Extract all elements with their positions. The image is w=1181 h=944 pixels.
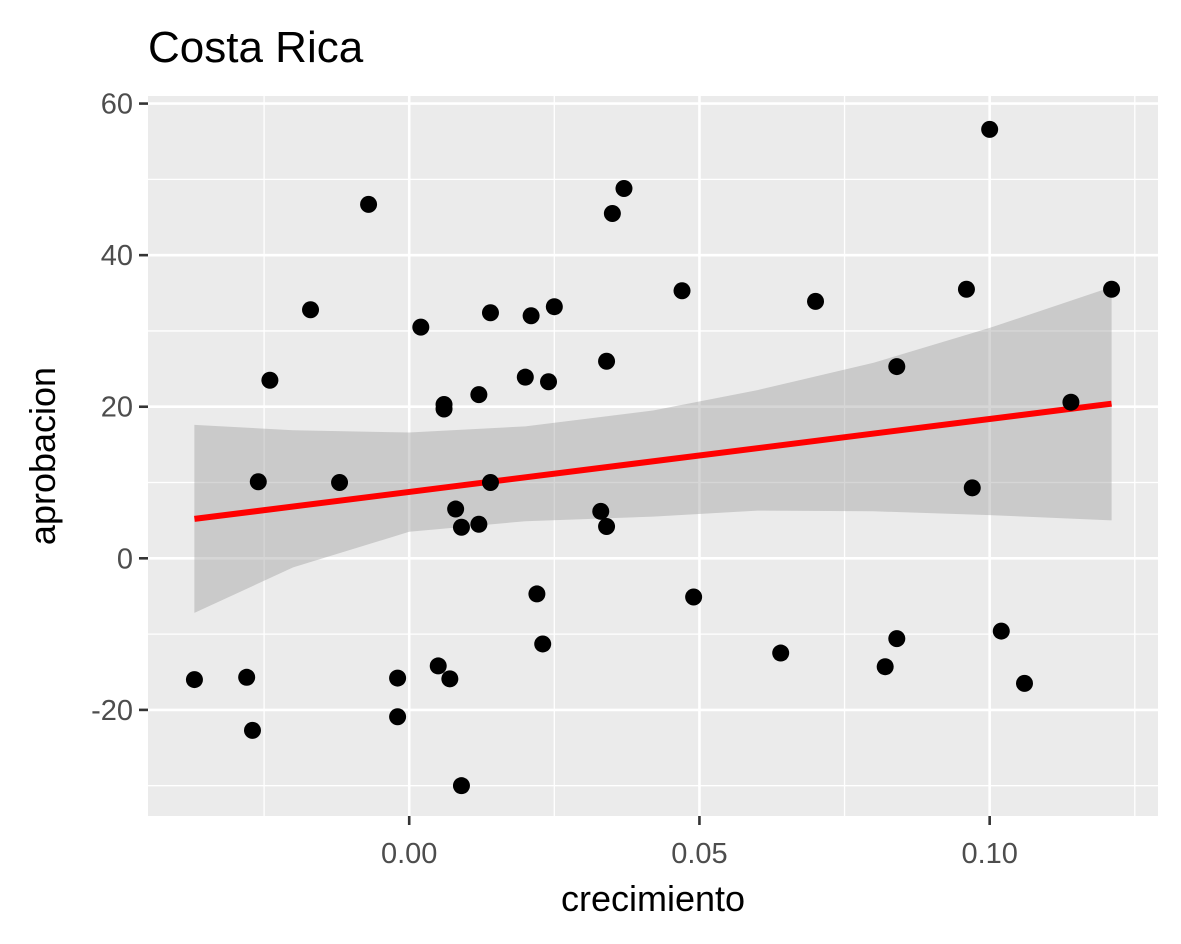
data-point [540, 373, 558, 391]
data-point [603, 204, 621, 222]
data-point [992, 622, 1010, 640]
y-tick-label: 40 [101, 240, 133, 272]
data-point [302, 301, 320, 319]
data-point [331, 474, 349, 492]
data-point [1103, 280, 1121, 298]
data-point [888, 630, 906, 648]
data-points [185, 120, 1121, 795]
y-tick-label: 60 [101, 89, 133, 121]
data-point [516, 368, 534, 386]
data-point [598, 352, 616, 370]
data-point [615, 179, 633, 197]
data-point [534, 635, 552, 653]
data-point [685, 588, 703, 606]
data-point [772, 644, 790, 662]
x-tick-label: 0.00 [381, 838, 437, 870]
data-point [412, 318, 430, 336]
x-tick-label: 0.10 [961, 838, 1017, 870]
y-tick-label: -20 [91, 695, 133, 727]
data-point [435, 400, 453, 418]
data-point [963, 479, 981, 497]
y-tick-label: 20 [101, 392, 133, 424]
data-point [981, 120, 999, 138]
y-tick-label: 0 [117, 543, 133, 575]
x-axis-title: crecimiento [561, 878, 745, 919]
data-point [429, 657, 447, 675]
data-point [360, 195, 378, 213]
data-point [447, 500, 465, 518]
data-point [452, 777, 470, 795]
data-point [807, 292, 825, 310]
data-point [389, 708, 407, 726]
y-axis: -20 0 20 40 60 [91, 89, 148, 727]
data-point [243, 721, 261, 739]
data-point [1015, 674, 1033, 692]
regression-line [194, 400, 1112, 522]
data-point [545, 298, 563, 316]
confidence-band [194, 287, 1112, 613]
x-axis: 0.00 0.05 0.10 [381, 816, 1018, 870]
data-point [238, 668, 256, 686]
data-point [452, 518, 470, 536]
data-point [470, 515, 488, 533]
data-point [1062, 393, 1080, 411]
data-point [249, 473, 267, 491]
data-point [957, 280, 975, 298]
data-point [470, 386, 488, 404]
data-point [592, 502, 610, 520]
chart-title: Costa Rica [148, 23, 364, 72]
data-point [888, 358, 906, 376]
data-point [185, 671, 203, 689]
data-point [261, 371, 279, 389]
data-point [481, 474, 499, 492]
data-point [481, 304, 499, 322]
data-point [389, 669, 407, 687]
data-point [522, 307, 540, 325]
data-point [441, 670, 459, 688]
data-point [528, 585, 546, 603]
x-tick-label: 0.05 [671, 838, 727, 870]
data-point [598, 517, 616, 535]
data-point [876, 658, 894, 676]
data-point [673, 282, 691, 300]
y-axis-title: aprobacion [22, 367, 63, 545]
